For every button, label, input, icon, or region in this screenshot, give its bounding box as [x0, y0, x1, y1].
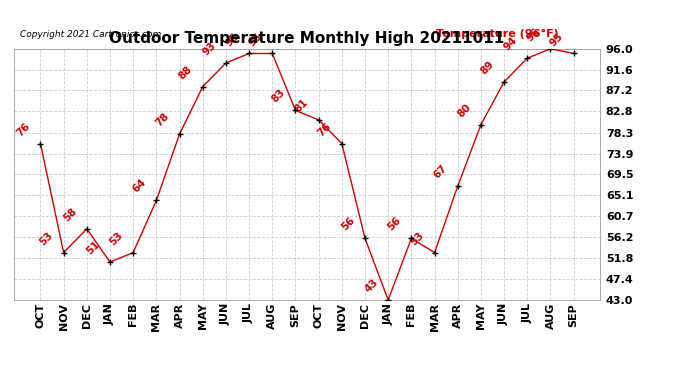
Title: Outdoor Temperature Monthly High 20211011: Outdoor Temperature Monthly High 2021101… [110, 31, 504, 46]
Text: 83: 83 [270, 87, 287, 105]
Text: 58: 58 [61, 206, 79, 224]
Text: 88: 88 [177, 64, 195, 81]
Text: 95: 95 [224, 31, 241, 48]
Text: 56: 56 [386, 216, 403, 233]
Text: 76: 76 [316, 121, 333, 138]
Text: 76: 76 [14, 121, 32, 138]
Text: 43: 43 [362, 277, 380, 294]
Text: 64: 64 [130, 177, 148, 195]
Text: 53: 53 [38, 230, 55, 247]
Text: Copyright 2021 Cartronics.com: Copyright 2021 Cartronics.com [19, 30, 161, 39]
Text: Temperature (96°F): Temperature (96°F) [436, 28, 559, 39]
Text: 81: 81 [293, 97, 310, 114]
Text: 95: 95 [247, 31, 264, 48]
Text: 53: 53 [108, 230, 125, 247]
Text: 95: 95 [548, 31, 565, 48]
Text: 89: 89 [479, 59, 495, 76]
Text: 80: 80 [455, 102, 473, 119]
Text: 67: 67 [432, 163, 449, 181]
Text: 56: 56 [339, 216, 357, 233]
Text: 96: 96 [525, 26, 542, 43]
Text: 51: 51 [84, 239, 101, 256]
Text: 94: 94 [502, 35, 519, 52]
Text: 93: 93 [200, 40, 217, 57]
Text: 53: 53 [409, 230, 426, 247]
Text: 78: 78 [154, 111, 171, 129]
